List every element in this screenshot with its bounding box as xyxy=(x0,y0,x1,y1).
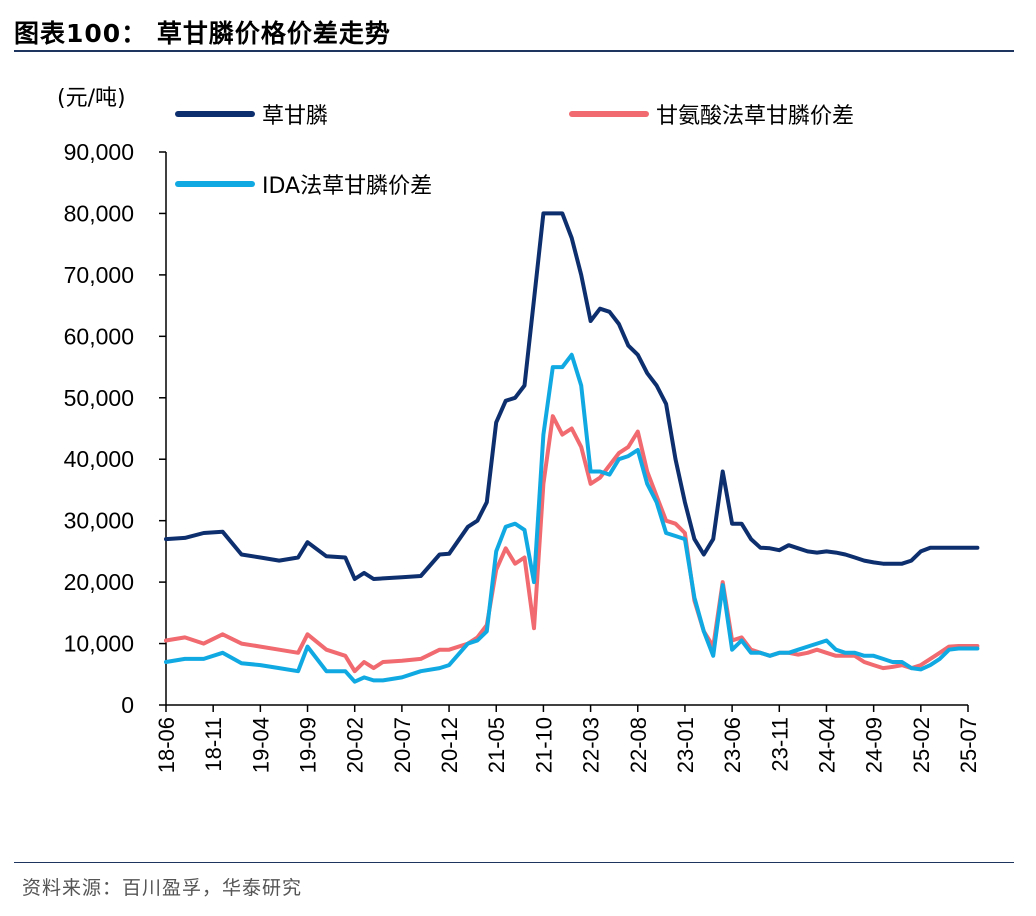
legend-label-2: 甘氨酸法草甘膦价差 xyxy=(656,104,854,129)
x-tick-label: 25-07 xyxy=(956,717,981,773)
figure-title: 图表100： 草甘膦价格价差走势 xyxy=(14,19,391,48)
x-tick-label: 21-10 xyxy=(531,717,556,773)
y-tick-label: 0 xyxy=(121,692,134,718)
x-tick-label: 22-03 xyxy=(579,717,604,773)
chart-legend: 草甘膦 甘氨酸法草甘膦价差 IDA法草甘膦价差 xyxy=(175,104,854,199)
series-line-1 xyxy=(164,211,980,581)
legend-label-3: IDA法草甘膦价差 xyxy=(262,174,432,199)
series-line-2 xyxy=(164,414,980,674)
x-tick-label: 20-02 xyxy=(343,717,368,773)
x-tick-label: 19-04 xyxy=(248,717,273,773)
y-tick-label: 50,000 xyxy=(64,385,134,411)
x-tick-label: 25-02 xyxy=(909,717,934,773)
title-divider xyxy=(14,50,1014,52)
x-tick-label: 20-07 xyxy=(390,717,415,773)
y-axis-unit-label: (元/吨) xyxy=(57,86,126,111)
y-tick-label: 90,000 xyxy=(64,139,134,165)
x-tick-label: 23-11 xyxy=(767,717,792,772)
y-tick-label: 60,000 xyxy=(64,323,134,349)
source-note: 资料来源：百川盈孚，华泰研究 xyxy=(22,877,303,899)
y-tick-label: 80,000 xyxy=(64,200,134,226)
x-tick-label: 21-05 xyxy=(484,717,509,773)
y-tick-label: 30,000 xyxy=(64,508,134,534)
y-tick-label: 70,000 xyxy=(64,262,134,288)
chart-axes: 0 10,000 20,000 30,000 40,000 50,000 60,000 70,… xyxy=(64,139,981,773)
source-divider xyxy=(14,862,1014,863)
x-tick-label: 24-04 xyxy=(814,717,839,773)
y-tick-label: 20,000 xyxy=(64,569,134,595)
series-layer xyxy=(164,211,980,684)
series-line-3 xyxy=(164,352,980,684)
x-tick-label: 23-06 xyxy=(720,717,745,773)
x-tick-label: 23-01 xyxy=(673,717,698,773)
legend-label-1: 草甘膦 xyxy=(262,104,328,129)
x-tick-label: 22-08 xyxy=(626,717,651,773)
x-tick-label: 18-11 xyxy=(201,717,226,772)
y-tick-label: 40,000 xyxy=(64,446,134,472)
x-tick-label: 19-09 xyxy=(296,717,321,773)
x-tick-label: 18-06 xyxy=(154,717,179,773)
y-tick-label: 10,000 xyxy=(64,631,134,657)
x-tick-label: 20-12 xyxy=(437,717,462,773)
x-tick-label: 24-09 xyxy=(862,717,887,773)
